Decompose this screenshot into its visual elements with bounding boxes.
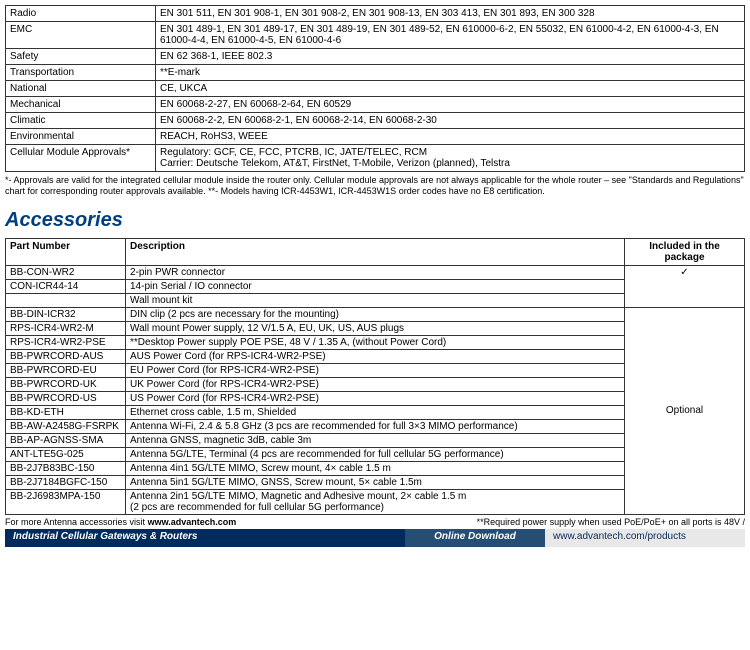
- table-row: Transportation**E-mark: [6, 65, 745, 81]
- standard-label: Environmental: [6, 129, 156, 145]
- part-number: BB-AW-A2458G-FSRPK: [6, 419, 126, 433]
- table-row: BB-CON-WR22-pin PWR connector✓: [6, 265, 745, 279]
- table-row: EnvironmentalREACH, RoHS3, WEEE: [6, 129, 745, 145]
- part-number: BB-2J7B83BC-150: [6, 461, 126, 475]
- part-description: US Power Cord (for RPS-ICR4-WR2-PSE): [126, 391, 625, 405]
- part-number: RPS-ICR4-WR2-PSE: [6, 335, 126, 349]
- table-row: RadioEN 301 511, EN 301 908-1, EN 301 90…: [6, 6, 745, 22]
- table-row: Cellular Module Approvals*Regulatory: GC…: [6, 145, 745, 172]
- part-description: **Desktop Power supply POE PSE, 48 V / 1…: [126, 335, 625, 349]
- part-number: BB-2J6983MPA-150: [6, 489, 126, 514]
- part-number: BB-2J7184BGFC-150: [6, 475, 126, 489]
- standard-label: Mechanical: [6, 97, 156, 113]
- footer-bar: Industrial Cellular Gateways & Routers O…: [5, 529, 745, 547]
- part-number: BB-PWRCORD-UK: [6, 377, 126, 391]
- part-description: Antenna 4in1 5G/LTE MIMO, Screw mount, 4…: [126, 461, 625, 475]
- part-number: CON-ICR44-14: [6, 279, 126, 293]
- standard-value: EN 60068-2-27, EN 60068-2-64, EN 60529: [156, 97, 745, 113]
- part-number: BB-PWRCORD-EU: [6, 363, 126, 377]
- accessories-more-line: For more Antenna accessories visit www.a…: [5, 517, 745, 527]
- standard-label: Climatic: [6, 113, 156, 129]
- power-supply-note: **Required power supply when used PoE/Po…: [477, 517, 745, 527]
- standard-value: EN 301 511, EN 301 908-1, EN 301 908-2, …: [156, 6, 745, 22]
- standard-label: Transportation: [6, 65, 156, 81]
- table-row: BB-DIN-ICR32DIN clip (2 pcs are necessar…: [6, 307, 745, 321]
- part-number: BB-DIN-ICR32: [6, 307, 126, 321]
- accessories-table: Part Number Description Included in the …: [5, 238, 745, 515]
- more-prefix: For more Antenna accessories visit: [5, 517, 148, 527]
- part-description: Wall mount Power supply, 12 V/1.5 A, EU,…: [126, 321, 625, 335]
- part-description: Antenna 5in1 5G/LTE MIMO, GNSS, Screw mo…: [126, 475, 625, 489]
- footer-download-label: Online Download: [405, 529, 545, 547]
- part-description: Antenna Wi-Fi, 2.4 & 5.8 GHz (3 pcs are …: [126, 419, 625, 433]
- part-description: DIN clip (2 pcs are necessary for the mo…: [126, 307, 625, 321]
- part-description: UK Power Cord (for RPS-ICR4-WR2-PSE): [126, 377, 625, 391]
- more-antennas-text: For more Antenna accessories visit www.a…: [5, 517, 236, 527]
- standard-value: EN 62 368-1, IEEE 802.3: [156, 49, 745, 65]
- col-included: Included in the package: [625, 238, 745, 265]
- table-row: NationalCE, UKCA: [6, 81, 745, 97]
- included-check: ✓: [625, 265, 745, 307]
- part-description: Ethernet cross cable, 1.5 m, Shielded: [126, 405, 625, 419]
- table-header-row: Part Number Description Included in the …: [6, 238, 745, 265]
- standard-label: Cellular Module Approvals*: [6, 145, 156, 172]
- part-description: 2-pin PWR connector: [126, 265, 625, 279]
- advantech-link[interactable]: www.advantech.com: [148, 517, 237, 527]
- table-row: EMCEN 301 489-1, EN 301 489-17, EN 301 4…: [6, 22, 745, 49]
- standard-value: EN 60068-2-2, EN 60068-2-1, EN 60068-2-1…: [156, 113, 745, 129]
- part-description: Wall mount kit: [126, 293, 625, 307]
- part-number: ANT-LTE5G-025: [6, 447, 126, 461]
- part-number: [6, 293, 126, 307]
- accessories-heading: Accessories: [5, 209, 745, 232]
- part-description: 14-pin Serial / IO connector: [126, 279, 625, 293]
- part-number: BB-AP-AGNSS-SMA: [6, 433, 126, 447]
- part-description: Antenna GNSS, magnetic 3dB, cable 3m: [126, 433, 625, 447]
- standard-label: National: [6, 81, 156, 97]
- standards-table: RadioEN 301 511, EN 301 908-1, EN 301 90…: [5, 5, 745, 172]
- part-number: BB-KD-ETH: [6, 405, 126, 419]
- part-description: Antenna 2in1 5G/LTE MIMO, Magnetic and A…: [126, 489, 625, 514]
- optional-label: Optional: [625, 307, 745, 514]
- standard-value: Regulatory: GCF, CE, FCC, PTCRB, IC, JAT…: [156, 145, 745, 172]
- standard-value: CE, UKCA: [156, 81, 745, 97]
- standard-value: EN 301 489-1, EN 301 489-17, EN 301 489-…: [156, 22, 745, 49]
- part-description: Antenna 5G/LTE, Terminal (4 pcs are reco…: [126, 447, 625, 461]
- standard-label: EMC: [6, 22, 156, 49]
- part-number: RPS-ICR4-WR2-M: [6, 321, 126, 335]
- footer-category: Industrial Cellular Gateways & Routers: [5, 529, 405, 547]
- footer-url[interactable]: www.advantech.com/products: [545, 529, 745, 547]
- col-description: Description: [126, 238, 625, 265]
- col-part-number: Part Number: [6, 238, 126, 265]
- table-row: SafetyEN 62 368-1, IEEE 802.3: [6, 49, 745, 65]
- standard-value: REACH, RoHS3, WEEE: [156, 129, 745, 145]
- part-number: BB-PWRCORD-US: [6, 391, 126, 405]
- standard-label: Radio: [6, 6, 156, 22]
- part-number: BB-CON-WR2: [6, 265, 126, 279]
- table-row: ClimaticEN 60068-2-2, EN 60068-2-1, EN 6…: [6, 113, 745, 129]
- standards-footnote: *- Approvals are valid for the integrate…: [5, 175, 745, 197]
- part-number: BB-PWRCORD-AUS: [6, 349, 126, 363]
- standard-value: **E-mark: [156, 65, 745, 81]
- part-description: EU Power Cord (for RPS-ICR4-WR2-PSE): [126, 363, 625, 377]
- table-row: MechanicalEN 60068-2-27, EN 60068-2-64, …: [6, 97, 745, 113]
- standard-label: Safety: [6, 49, 156, 65]
- part-description: AUS Power Cord (for RPS-ICR4-WR2-PSE): [126, 349, 625, 363]
